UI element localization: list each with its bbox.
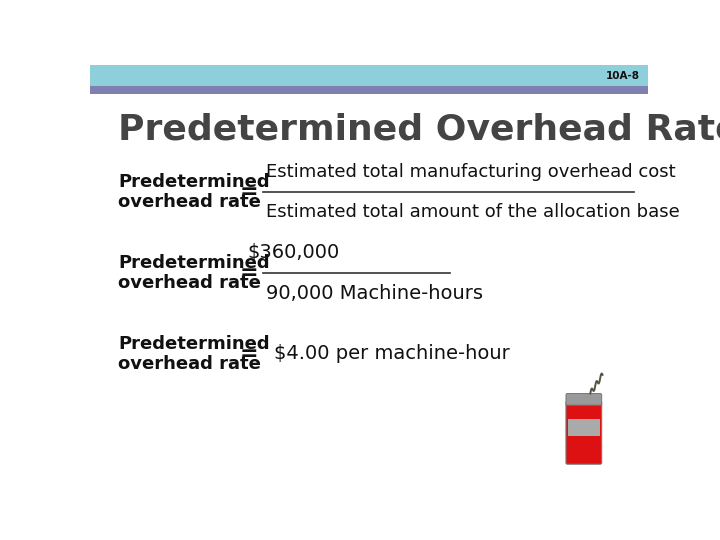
Text: =: = <box>240 262 258 283</box>
Text: $4.00 per machine-hour: $4.00 per machine-hour <box>274 345 510 363</box>
FancyBboxPatch shape <box>566 401 602 464</box>
Text: overhead rate: overhead rate <box>118 355 261 373</box>
FancyBboxPatch shape <box>566 394 602 405</box>
Text: Predetermined: Predetermined <box>118 173 269 191</box>
Text: Estimated total manufacturing overhead cost: Estimated total manufacturing overhead c… <box>266 163 675 181</box>
Text: =: = <box>240 344 258 364</box>
Text: =: = <box>240 181 258 201</box>
Text: overhead rate: overhead rate <box>118 274 261 292</box>
Text: overhead rate: overhead rate <box>118 193 261 211</box>
Bar <box>90 86 648 94</box>
Bar <box>90 65 648 86</box>
Text: 90,000 Machine-hours: 90,000 Machine-hours <box>266 284 483 303</box>
Text: 10A-8: 10A-8 <box>606 71 639 80</box>
Text: Predetermined: Predetermined <box>118 335 269 353</box>
Text: Predetermined: Predetermined <box>118 254 269 272</box>
Text: Predetermined Overhead Rates: Predetermined Overhead Rates <box>118 112 720 146</box>
Text: Estimated total amount of the allocation base: Estimated total amount of the allocation… <box>266 202 680 221</box>
Bar <box>567 420 600 436</box>
Text: $360,000: $360,000 <box>248 242 340 262</box>
